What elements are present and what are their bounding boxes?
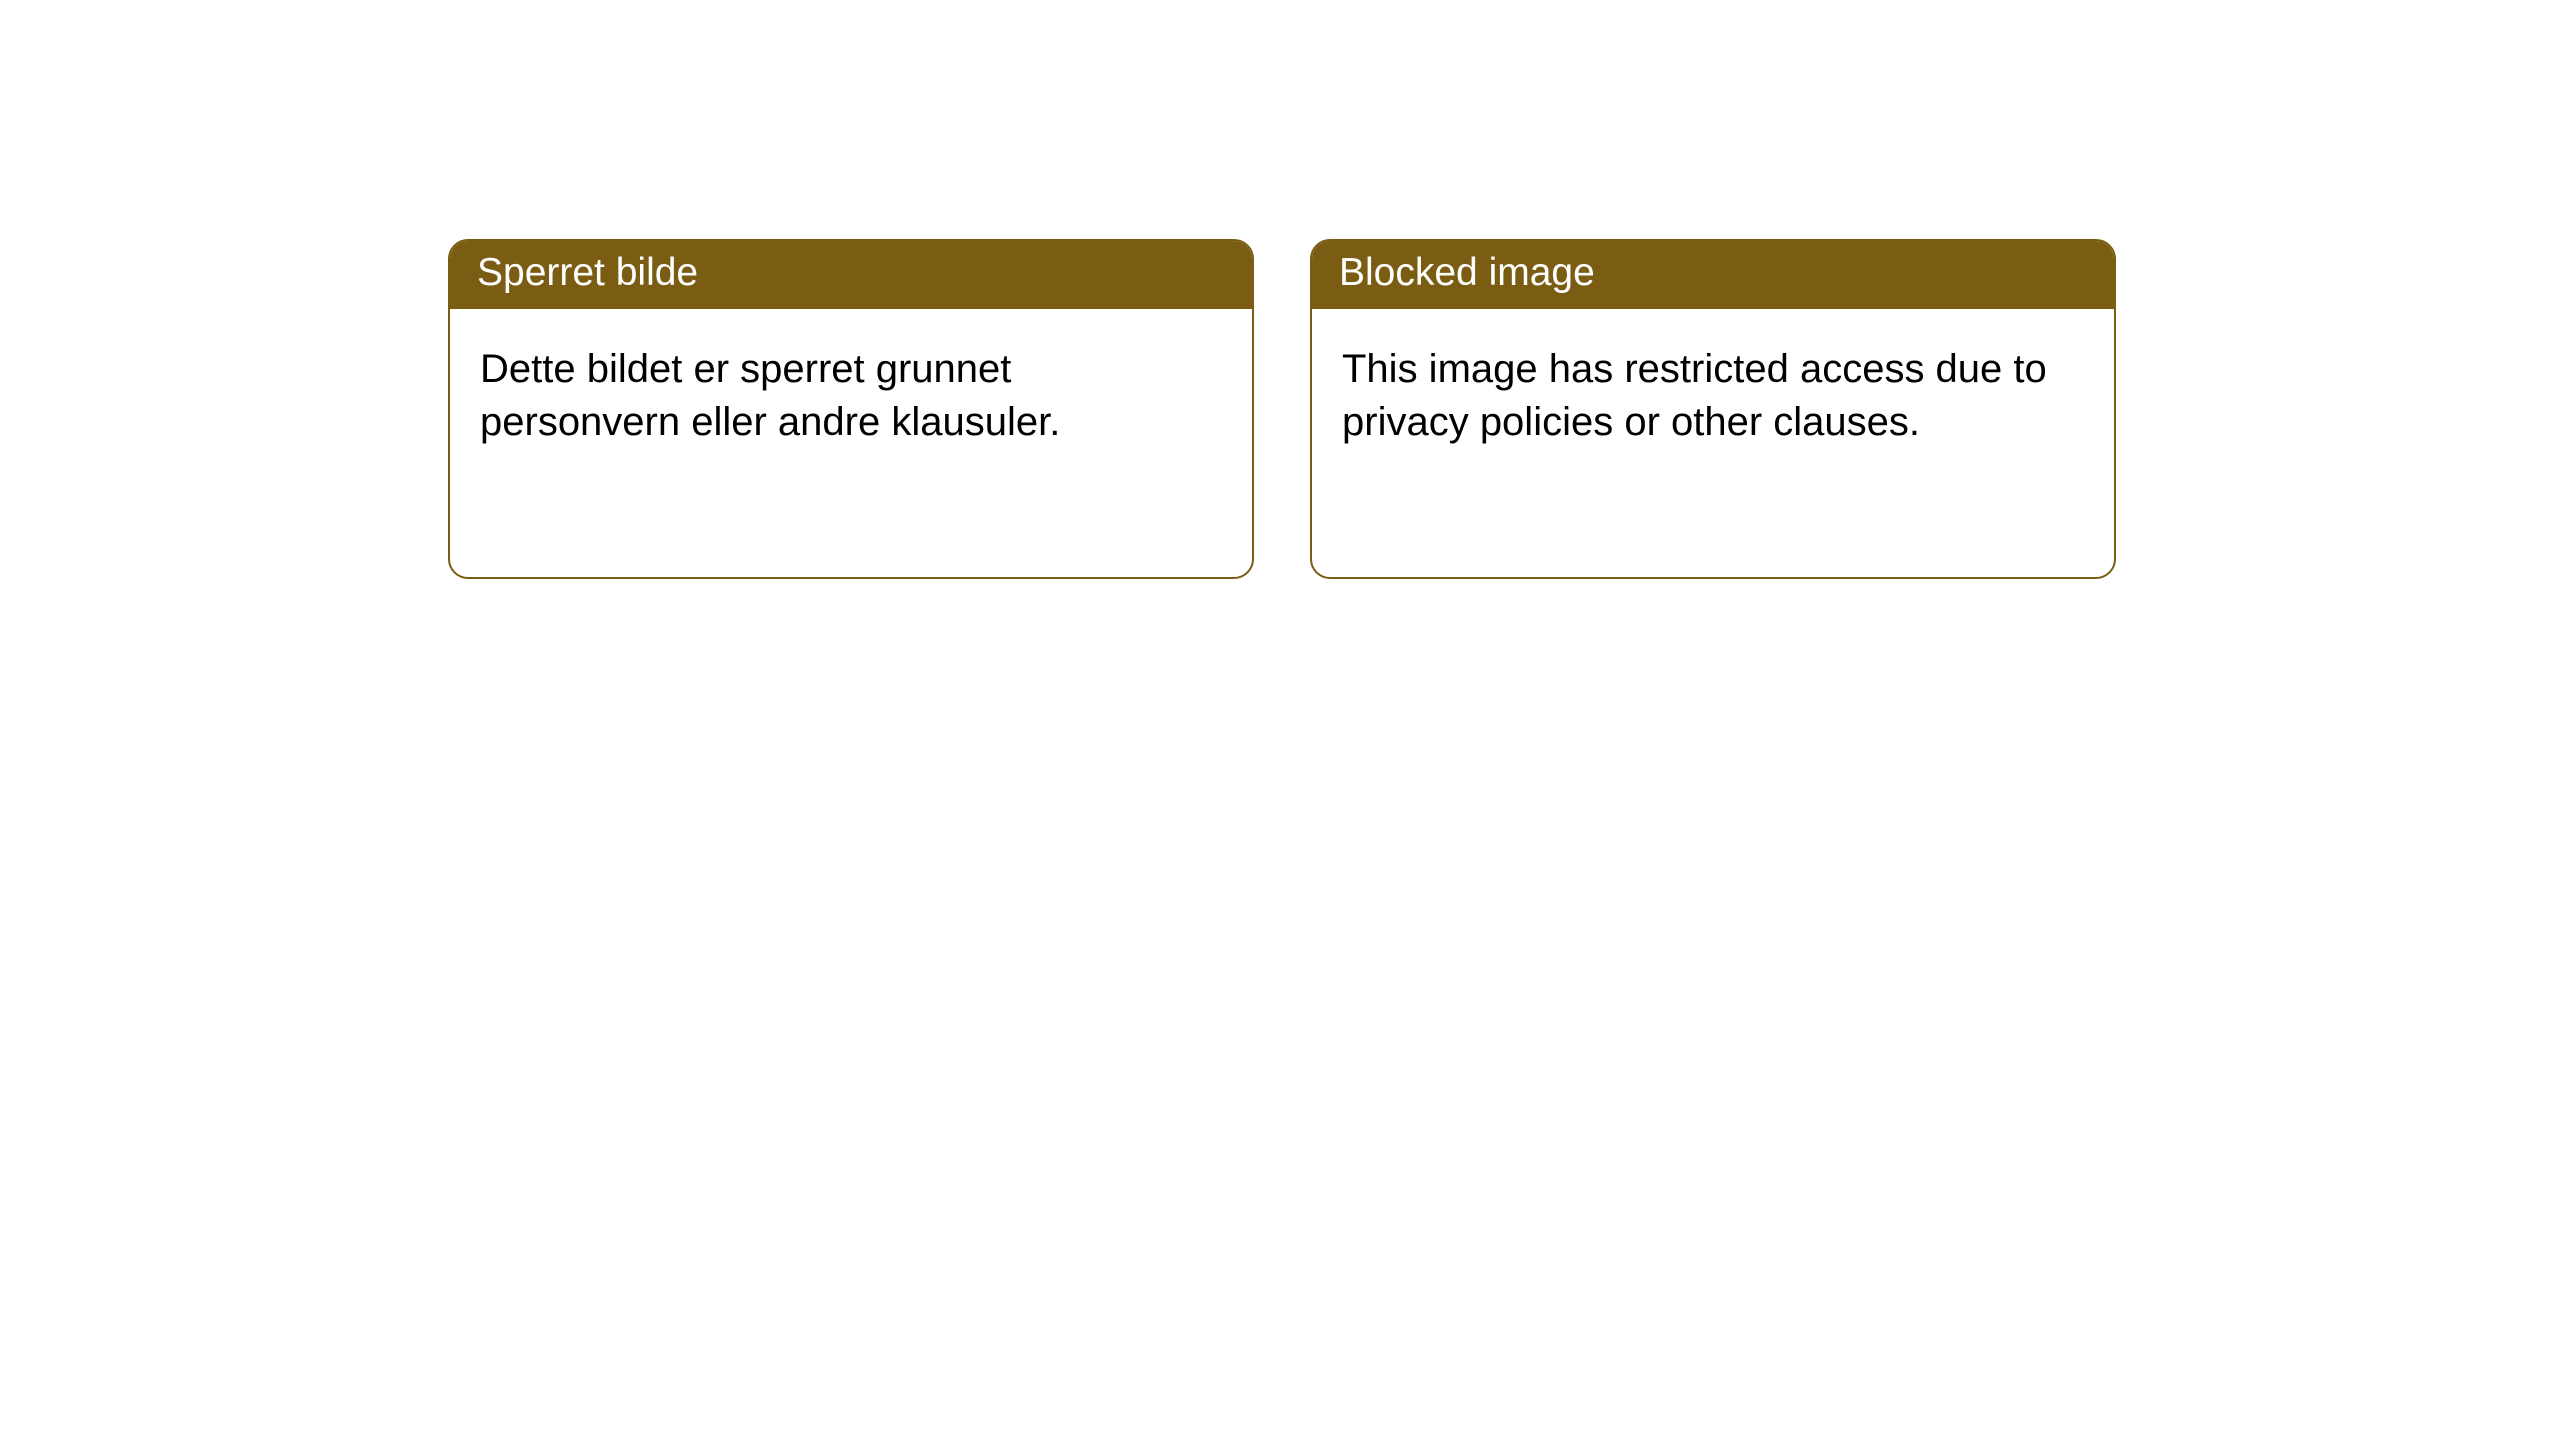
notice-card-title: Sperret bilde (450, 241, 1252, 309)
notice-card-title: Blocked image (1312, 241, 2114, 309)
notice-card-norwegian: Sperret bilde Dette bildet er sperret gr… (448, 239, 1254, 579)
notice-card-body: Dette bildet er sperret grunnet personve… (450, 309, 1252, 479)
notice-cards-container: Sperret bilde Dette bildet er sperret gr… (448, 239, 2560, 579)
notice-card-english: Blocked image This image has restricted … (1310, 239, 2116, 579)
notice-card-body: This image has restricted access due to … (1312, 309, 2114, 479)
